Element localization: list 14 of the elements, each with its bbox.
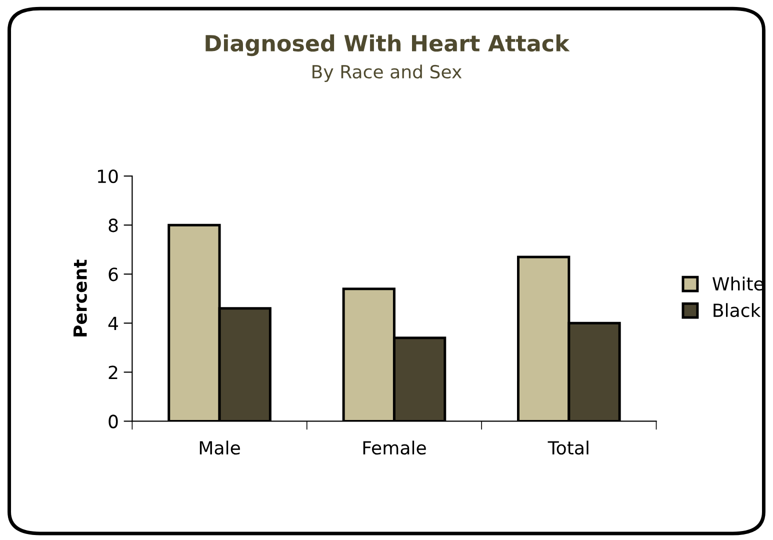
y-tick-label: 6 (108, 268, 118, 282)
chart-title: Diagnosed With Heart Attack (206, 34, 570, 56)
y-tick-label: 4 (108, 316, 118, 330)
y-tick-label: 0 (108, 414, 118, 428)
y-tick-label: 10 (98, 170, 118, 184)
legend-label: White (712, 276, 764, 291)
x-tick-label: Total (548, 440, 588, 455)
y-axis-title: Percent (74, 260, 87, 336)
chart-subtitle: By Race and Sex (312, 64, 462, 82)
x-tick-label: Female (363, 440, 426, 455)
legend-label: Black (714, 303, 761, 318)
y-tick-label: 2 (108, 366, 118, 380)
x-tick-label: Male (200, 440, 240, 455)
y-tick-label: 8 (108, 218, 118, 232)
